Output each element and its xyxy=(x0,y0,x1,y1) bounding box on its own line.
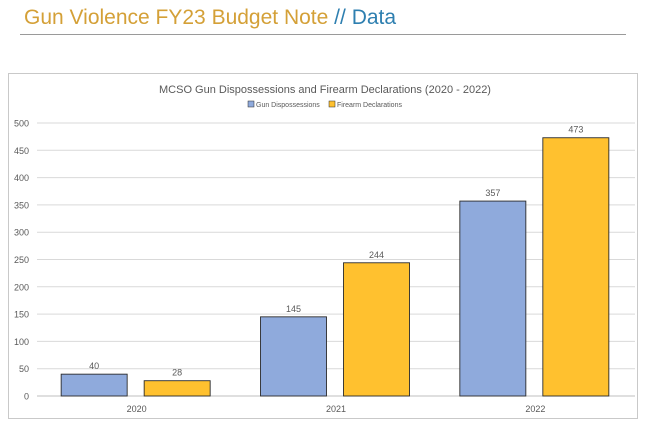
title-divider xyxy=(20,34,626,35)
y-tick-label: 350 xyxy=(14,200,29,210)
y-tick-label: 100 xyxy=(14,337,29,347)
legend-label-firearm-declarations: Firearm Declarations xyxy=(337,102,402,109)
legend-label-gun-dispossessions: Gun Dispossessions xyxy=(256,102,320,109)
y-tick-label: 300 xyxy=(14,228,29,238)
y-tick-label: 200 xyxy=(14,282,29,292)
data-label: 244 xyxy=(369,250,384,260)
data-label: 145 xyxy=(286,304,301,314)
data-label: 28 xyxy=(172,368,182,378)
chart-bars xyxy=(60,137,610,397)
bar-2022-gun-dispossessions xyxy=(459,200,527,397)
y-tick-label: 500 xyxy=(14,119,29,129)
bar-2022-firearm-declarations xyxy=(542,137,610,397)
chart-gridlines xyxy=(37,122,635,397)
x-tick-label: 2021 xyxy=(326,404,346,414)
bar-2021-gun-dispossessions xyxy=(260,316,327,397)
data-label: 40 xyxy=(89,361,99,371)
bar-2021-firearm-declarations xyxy=(343,262,410,397)
chart-title: MCSO Gun Dispossessions and Firearm Decl… xyxy=(159,84,491,96)
bar-2020-firearm-declarations xyxy=(143,380,211,397)
x-tick-label: 2022 xyxy=(525,404,545,414)
y-tick-label: 450 xyxy=(14,146,29,156)
y-tick-label: 150 xyxy=(14,310,29,320)
y-tick-label: 0 xyxy=(24,392,29,402)
y-axis: 0 50 100 150 200 250 300 350 400 450 500 xyxy=(14,119,29,402)
legend-swatch-gun-dispossessions xyxy=(247,100,255,108)
data-label: 473 xyxy=(568,125,583,135)
slide-title: Gun Violence FY23 Budget Note // Data xyxy=(24,5,396,31)
y-tick-label: 400 xyxy=(14,173,29,183)
x-tick-label: 2020 xyxy=(127,404,147,414)
data-label: 357 xyxy=(485,188,500,198)
x-axis: 2020 2021 2022 xyxy=(127,404,546,414)
data-labels: 40 28 145 244 357 473 xyxy=(89,125,583,378)
slide-title-sub: Data xyxy=(351,6,397,29)
legend-swatch-firearm-declarations xyxy=(328,100,336,108)
chart-legend: Gun Dispossessions Firearm Declarations xyxy=(247,100,402,109)
slide-title-main: Gun Violence FY23 Budget Note xyxy=(24,6,329,29)
y-tick-label: 50 xyxy=(19,364,29,374)
bar-2020-gun-dispossessions xyxy=(60,373,128,397)
y-tick-label: 250 xyxy=(14,255,29,265)
slide-title-separator: // xyxy=(334,6,346,29)
